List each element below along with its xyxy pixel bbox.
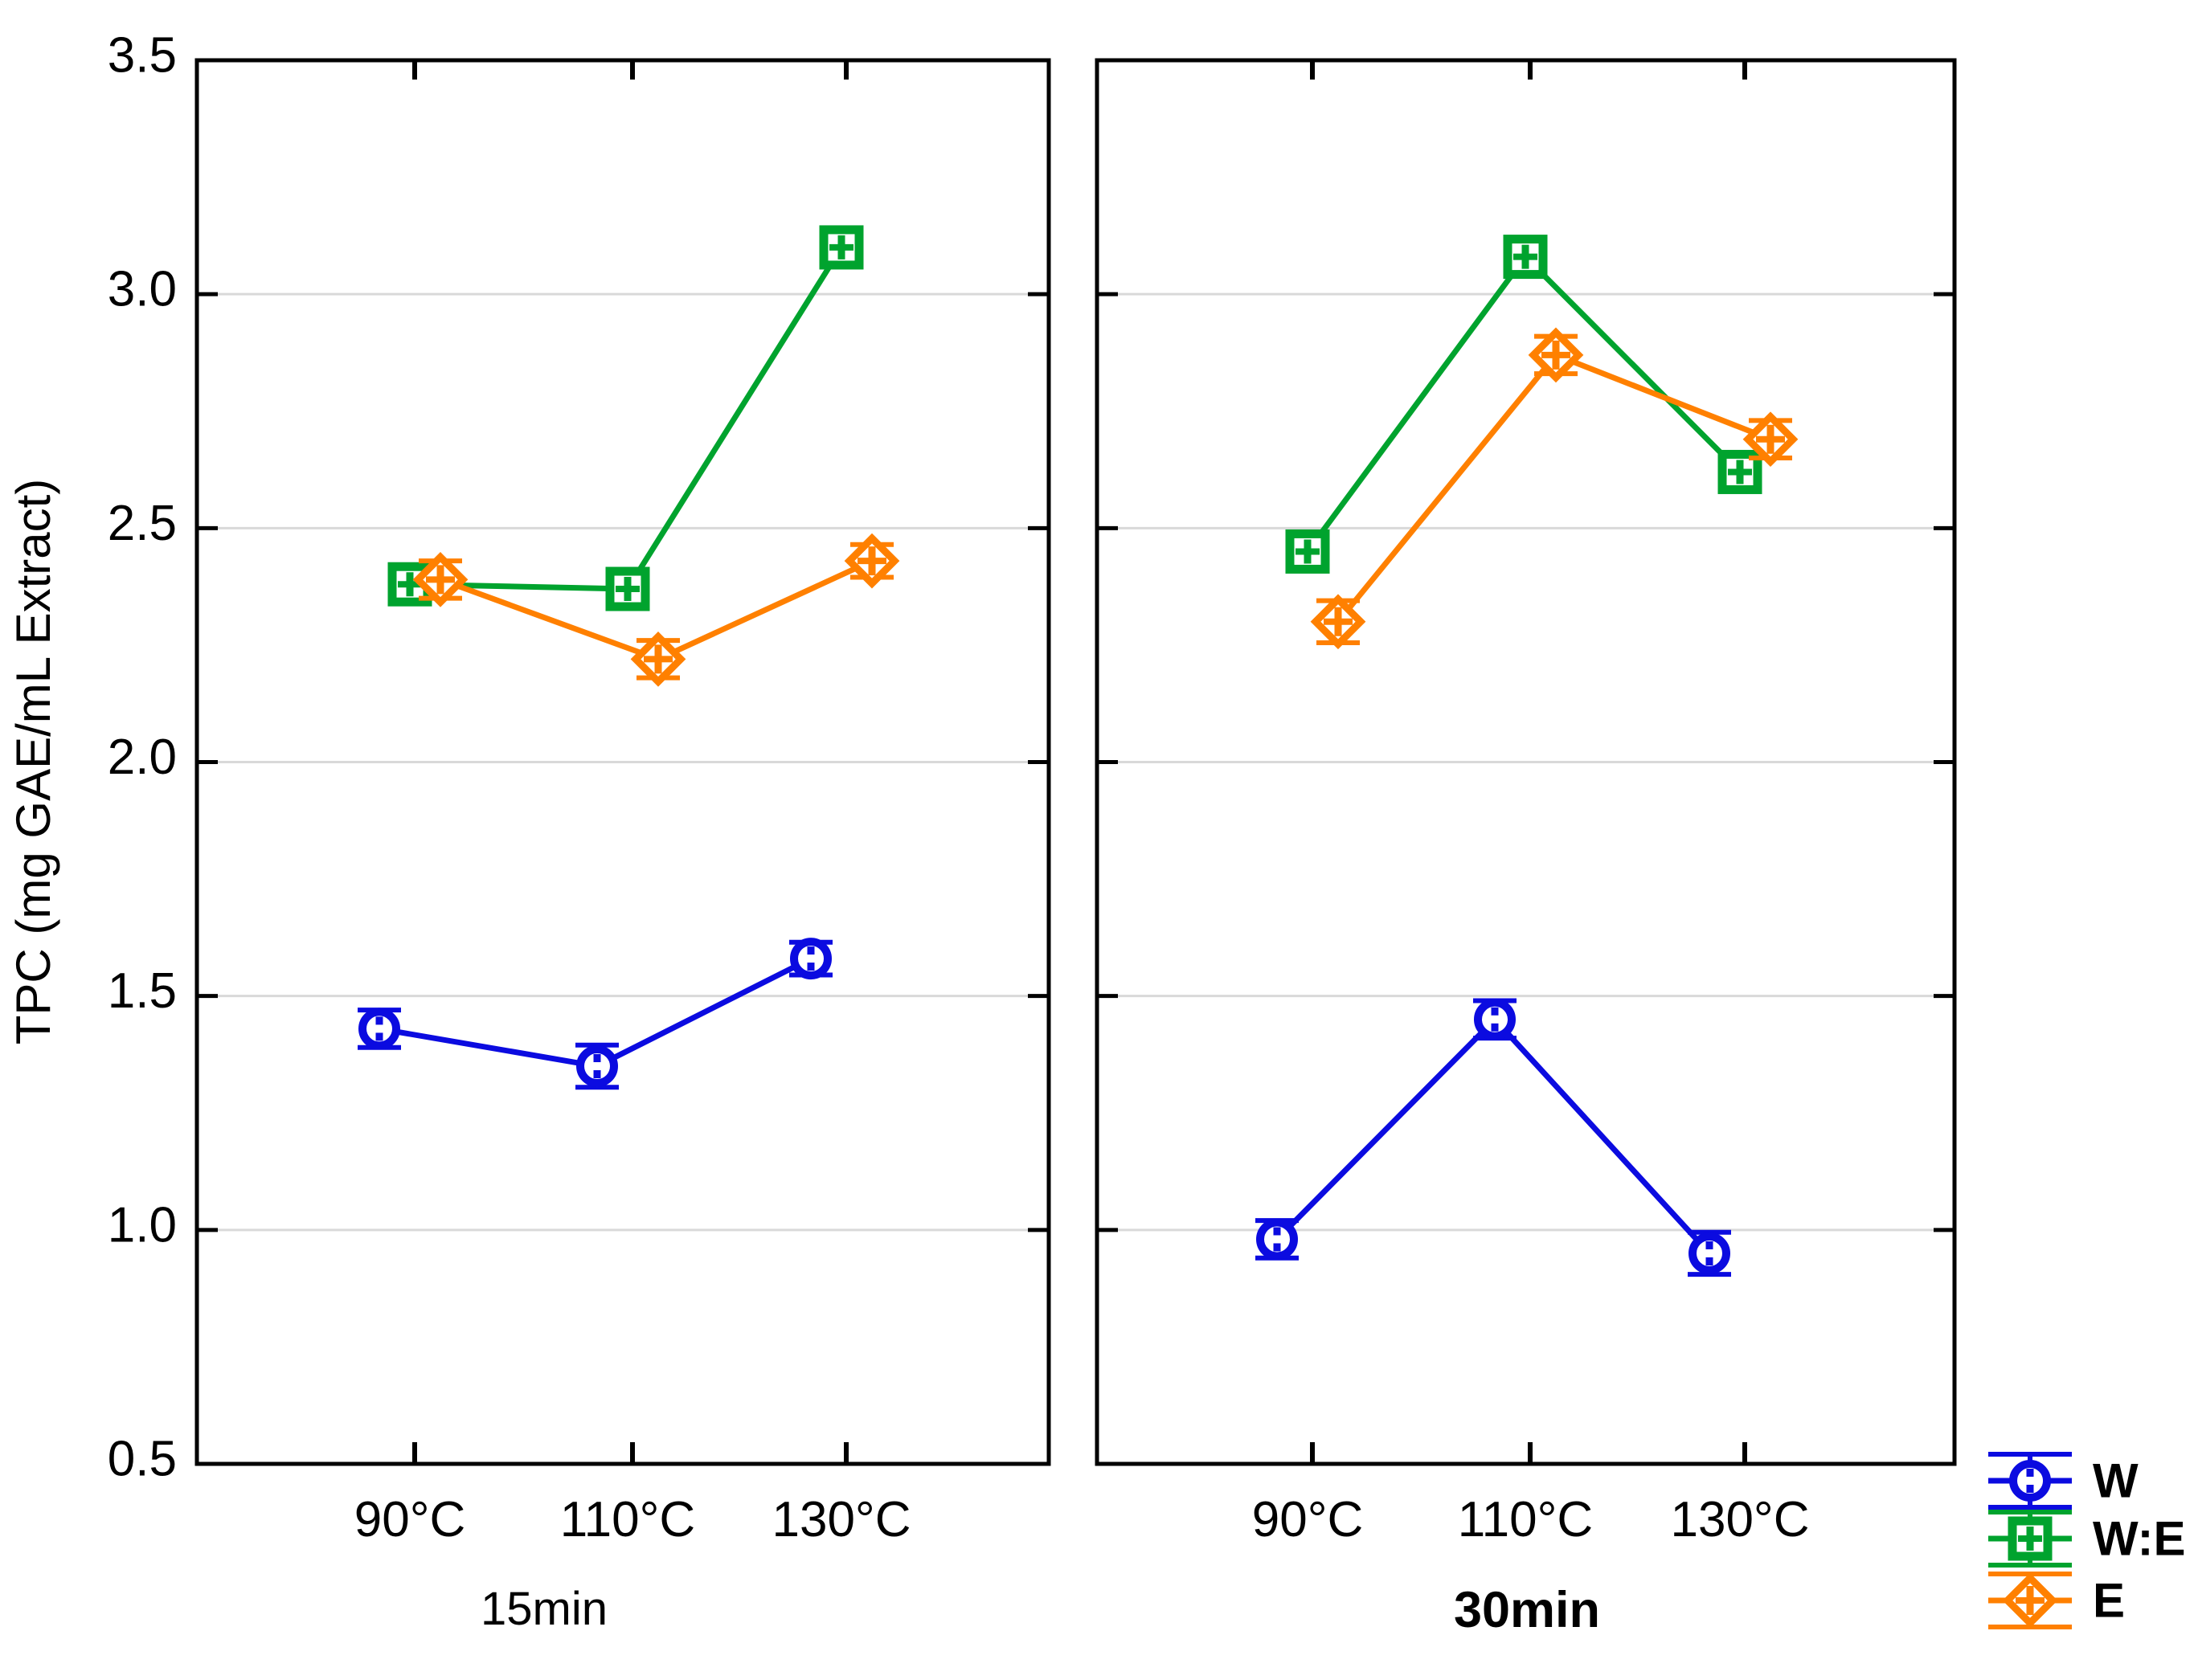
legend-marker-circle (2009, 1460, 2051, 1502)
series-E-30min (1310, 327, 1799, 650)
x-tick-label: 110°C (1458, 1492, 1593, 1547)
marker-W:E-110°C-30min (1503, 235, 1548, 280)
y-tick-label: 1.0 (108, 1197, 177, 1253)
marker-E-90°C-30min (1310, 594, 1366, 650)
legend: WW:E E (1988, 1452, 2186, 1629)
y-tick-label: 2.5 (108, 496, 177, 551)
marker-W-130°C-30min (1688, 1232, 1730, 1274)
marker-W-110°C-15min (576, 1045, 618, 1088)
panel-15min: 90°C 110°C 130°C 15min (194, 58, 1051, 1635)
marker-W-90°C-15min (358, 1008, 400, 1050)
marker-W:E-90°C-30min (1285, 529, 1330, 574)
marker-W:E-130°C-15min (819, 225, 864, 270)
y-tick-label: 0.5 (108, 1432, 177, 1487)
x-tick-label: 130°C (1670, 1492, 1809, 1547)
marker-W-110°C-30min (1474, 998, 1516, 1040)
y-tick-label: 3.5 (108, 28, 177, 84)
y-tick-label: 1.5 (108, 963, 177, 1019)
panel-30min: 90°C 110°C 130°C 30min (1095, 58, 1957, 1638)
series-line-W-30min (1275, 1015, 1712, 1256)
marker-W-90°C-30min (1256, 1218, 1298, 1261)
legend-marker-diamond (2002, 1572, 2058, 1629)
marker-W:E-110°C-15min (605, 566, 650, 611)
x-tick-label: 130°C (772, 1492, 911, 1547)
series-E-15min (412, 533, 900, 687)
series-W-30min (1255, 998, 1731, 1277)
marker-E-110°C-15min (630, 632, 686, 687)
legend-entry-W:E: W:E (1988, 1510, 2186, 1568)
marker-E-130°C-15min (844, 533, 900, 589)
legend-entry-E: E (1988, 1572, 2125, 1629)
marker-E-130°C-30min (1742, 411, 1799, 468)
legend-label-W: W (2093, 1454, 2139, 1508)
series-line-W:E-15min (409, 246, 844, 592)
y-axis-title: TPC (mg GAE/mL Extract) (6, 479, 60, 1045)
legend-label-E: E (2093, 1574, 2125, 1628)
x-tick-label: 110°C (560, 1492, 695, 1547)
panel-label-15min: 15min (481, 1583, 608, 1635)
marker-E-110°C-30min (1528, 327, 1584, 383)
x-tick-label: 90°C (1252, 1492, 1364, 1547)
panel-frame-30min (1095, 58, 1957, 1466)
marker-W-130°C-15min (790, 938, 832, 980)
series-W:E-30min (1285, 235, 1762, 574)
legend-entry-W: W (1988, 1452, 2139, 1510)
series-W-15min (358, 938, 833, 1090)
panel-label-30min: 30min (1454, 1582, 1600, 1638)
series-W:E-15min (387, 225, 864, 611)
series-line-E-30min (1336, 351, 1772, 624)
panel-frame-15min (194, 58, 1051, 1466)
marker-E-90°C-15min (412, 552, 469, 607)
y-tick-label: 3.0 (108, 262, 177, 317)
legend-marker-square (2008, 1516, 2053, 1561)
x-tick-label: 90°C (354, 1492, 466, 1547)
y-tick-label: 2.0 (108, 730, 177, 785)
legend-label-W:E: W:E (2093, 1512, 2186, 1566)
